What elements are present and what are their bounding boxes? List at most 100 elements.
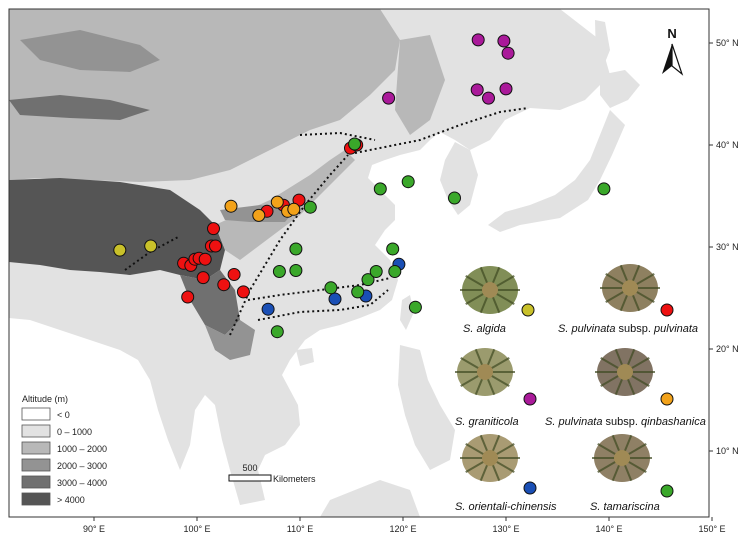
scale-unit: Kilometers: [273, 474, 316, 484]
sakhalin: [595, 20, 610, 70]
altai: [20, 30, 160, 72]
site-tamariscina: [408, 300, 422, 314]
plant-photo-orientali: [460, 434, 520, 482]
legend-label: 0 – 1000: [57, 427, 92, 437]
lon-tick-label: 120° E: [389, 524, 416, 534]
site-tamariscina: [448, 191, 461, 205]
plant-photo-graniticola: [455, 348, 515, 396]
site-algida: [144, 239, 158, 253]
site-pulvinata: [196, 271, 210, 285]
lon-tick-label: 130° E: [492, 524, 519, 534]
site-graniticola: [471, 33, 485, 47]
legend-title: Altitude (m): [22, 394, 68, 404]
site-tamariscina: [351, 285, 365, 299]
site-qinbashanica: [287, 202, 301, 216]
site-pulvinata: [227, 268, 241, 281]
plant-photo-qinbashanica: [595, 348, 655, 396]
site-pulvinata: [198, 252, 212, 266]
legend-swatch: [21, 492, 51, 506]
site-tamariscina: [324, 281, 338, 295]
lat-tick-label: 10° N: [716, 446, 739, 456]
site-graniticola: [482, 91, 495, 105]
japan-hokkaido: [600, 70, 640, 108]
site-orientali: [328, 292, 342, 306]
scale-value: 500: [242, 463, 257, 473]
legend-swatch: [21, 475, 51, 489]
site-tamariscina: [270, 325, 284, 339]
site-pulvinata: [181, 290, 195, 304]
lat-tick-label: 20° N: [716, 344, 739, 354]
boundary-south-2: [257, 289, 389, 321]
species-dot-tamariscina: [660, 484, 674, 498]
species-dot-qinbashanica: [660, 392, 674, 406]
species-dot-graniticola: [523, 392, 537, 406]
lat-tick-label: 40° N: [716, 140, 739, 150]
species-dot-algida: [521, 303, 535, 317]
species-label-pulvinata: S. pulvinata subsp. pulvinata: [558, 323, 698, 335]
site-markers: [113, 33, 611, 339]
site-pulvinata: [236, 285, 250, 299]
philippines: [398, 345, 455, 470]
site-tamariscina: [373, 182, 387, 196]
site-qinbashanica: [252, 208, 266, 222]
site-tamariscina: [272, 265, 286, 278]
species-label-tamariscina: S. tamariscina: [590, 501, 660, 513]
borneo: [320, 480, 420, 517]
legend-label: 2000 – 3000: [57, 461, 107, 471]
legend-swatch: [21, 424, 51, 438]
lon-tick-label: 110° E: [287, 524, 313, 534]
lat-tick-label: 50° N: [716, 38, 739, 48]
hainan: [296, 348, 314, 366]
site-tamariscina: [388, 265, 402, 278]
site-algida: [113, 243, 127, 257]
legend-label: 3000 – 4000: [57, 478, 107, 488]
site-tamariscina: [597, 182, 611, 196]
site-tamariscina: [369, 265, 383, 278]
site-graniticola: [497, 34, 511, 48]
map-frame: [8, 8, 710, 518]
north-label: N: [667, 26, 676, 41]
species-entry-graniticola: S. graniticola: [455, 348, 537, 428]
species-dot-pulvinata: [660, 303, 674, 317]
lon-tick-label: 100° E: [183, 524, 210, 534]
latitude-ticks: 50° N 40° N 30° N 20° N 10° N: [709, 38, 739, 456]
site-tamariscina: [289, 242, 303, 256]
site-orientali: [261, 302, 275, 316]
legend-label: < 0: [57, 410, 70, 420]
species-entry-orientali: S. orientali-chinensis: [455, 434, 557, 513]
legend-label: > 4000: [57, 495, 85, 505]
lon-tick-label: 150° E: [698, 524, 725, 534]
species-entry-algida: S. algida: [460, 266, 535, 335]
site-qinbashanica: [270, 195, 284, 209]
site-pulvinata: [217, 278, 231, 292]
boundary-south-1: [247, 277, 391, 301]
species-dot-orientali: [523, 481, 537, 495]
species-label-graniticola: S. graniticola: [455, 416, 519, 428]
site-tamariscina: [401, 175, 415, 189]
site-pulvinata: [207, 222, 220, 236]
species-label-orientali: S. orientali-chinensis: [455, 501, 557, 513]
site-tamariscina: [303, 200, 317, 214]
species-label-qinbashanica: S. pulvinata subsp. qinbashanica: [545, 416, 706, 428]
species-entry-pulvinata: S. pulvinata subsp. pulvinata: [558, 264, 698, 335]
site-graniticola: [382, 91, 396, 105]
legend-swatch: [21, 407, 51, 421]
japan-honshu: [488, 110, 625, 232]
site-tamariscina: [289, 264, 303, 277]
site-graniticola: [470, 83, 484, 97]
legend-swatch: [21, 441, 51, 455]
longitude-ticks: 90° E 100° E 110° E 120° E 130° E 140° E 150° …: [83, 517, 726, 534]
site-tamariscina: [361, 273, 375, 287]
site-tamariscina: [348, 137, 362, 151]
legend-swatch: [21, 458, 51, 472]
plant-photo-pulvinata: [600, 264, 660, 312]
altitude-legend: Altitude (m) < 0 0 – 1000 1000 – 2000 2000 …: [21, 394, 107, 506]
site-tamariscina: [386, 242, 400, 256]
scale-bar: 500 Kilometers: [228, 463, 316, 484]
yunnan: [205, 320, 255, 360]
boundary-northeast: [354, 107, 529, 154]
lon-tick-label: 140° E: [595, 524, 622, 534]
species-label-algida: S. algida: [463, 323, 506, 335]
species-panel: S. algida S. pulvinata subsp. pulvinata S.…: [455, 264, 706, 513]
